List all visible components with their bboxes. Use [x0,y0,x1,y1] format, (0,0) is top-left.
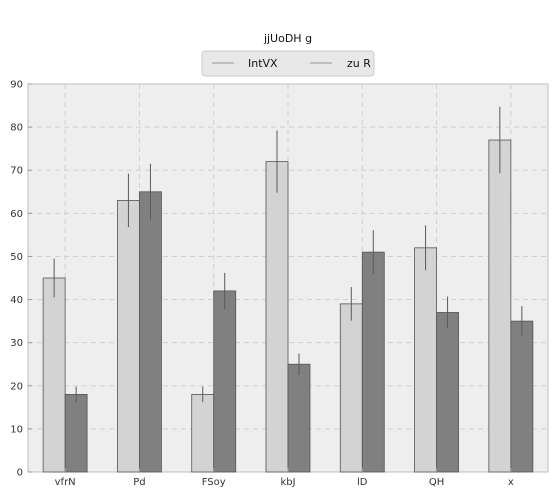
x-tick-label: QH [429,477,444,488]
y-tick-label: 80 [10,123,23,134]
bar-zu-r-vfrn [64,393,88,473]
chart-title: jjUoDH g [263,32,312,45]
bar-intvx-ld [339,303,363,473]
legend: IntVX zu R [201,50,375,77]
x-tick-label: FSoy [202,477,226,488]
bar-intvx-kbj [265,161,289,473]
y-tick-label: 70 [10,166,23,177]
bar-intvx-vfrn [42,277,66,473]
x-tick-label: x [508,477,514,488]
y-tick-label: 0 [17,468,23,479]
x-tick-label: kbJ [280,477,295,488]
bars [42,139,534,473]
y-tick-label: 10 [10,424,23,435]
y-axis-ticks: 0 10 20 30 40 50 60 70 80 90 [10,80,32,479]
bar-zu-r-x [510,320,534,473]
x-tick-label: vfrN [55,477,76,488]
x-axis-ticks: vfrN Pd FSoy kbJ lD QH x [55,468,514,488]
bar-zu-r-kbj [287,363,311,473]
y-tick-label: 50 [10,252,23,263]
y-tick-label: 30 [10,338,23,349]
bar-zu-r-ld [361,251,385,473]
y-tick-label: 60 [10,209,23,220]
legend-label-zur: zu R [347,57,371,70]
bar-intvx-fsoy [191,393,215,473]
legend-box [201,50,375,77]
legend-label-intvx: IntVX [248,57,278,70]
bar-intvx-pd [117,199,140,473]
bar-zu-r-pd [139,191,162,473]
error-bars [53,106,523,403]
x-tick-label: lD [357,477,368,488]
bar-intvx-x [488,139,512,473]
bar-zu-r-fsoy [213,290,237,473]
y-tick-label: 20 [10,381,23,392]
bar-intvx-qh [414,247,437,473]
y-tick-label: 90 [10,80,23,91]
x-tick-label: Pd [133,477,145,488]
bar-zu-r-qh [436,312,459,473]
y-tick-label: 40 [10,295,23,306]
